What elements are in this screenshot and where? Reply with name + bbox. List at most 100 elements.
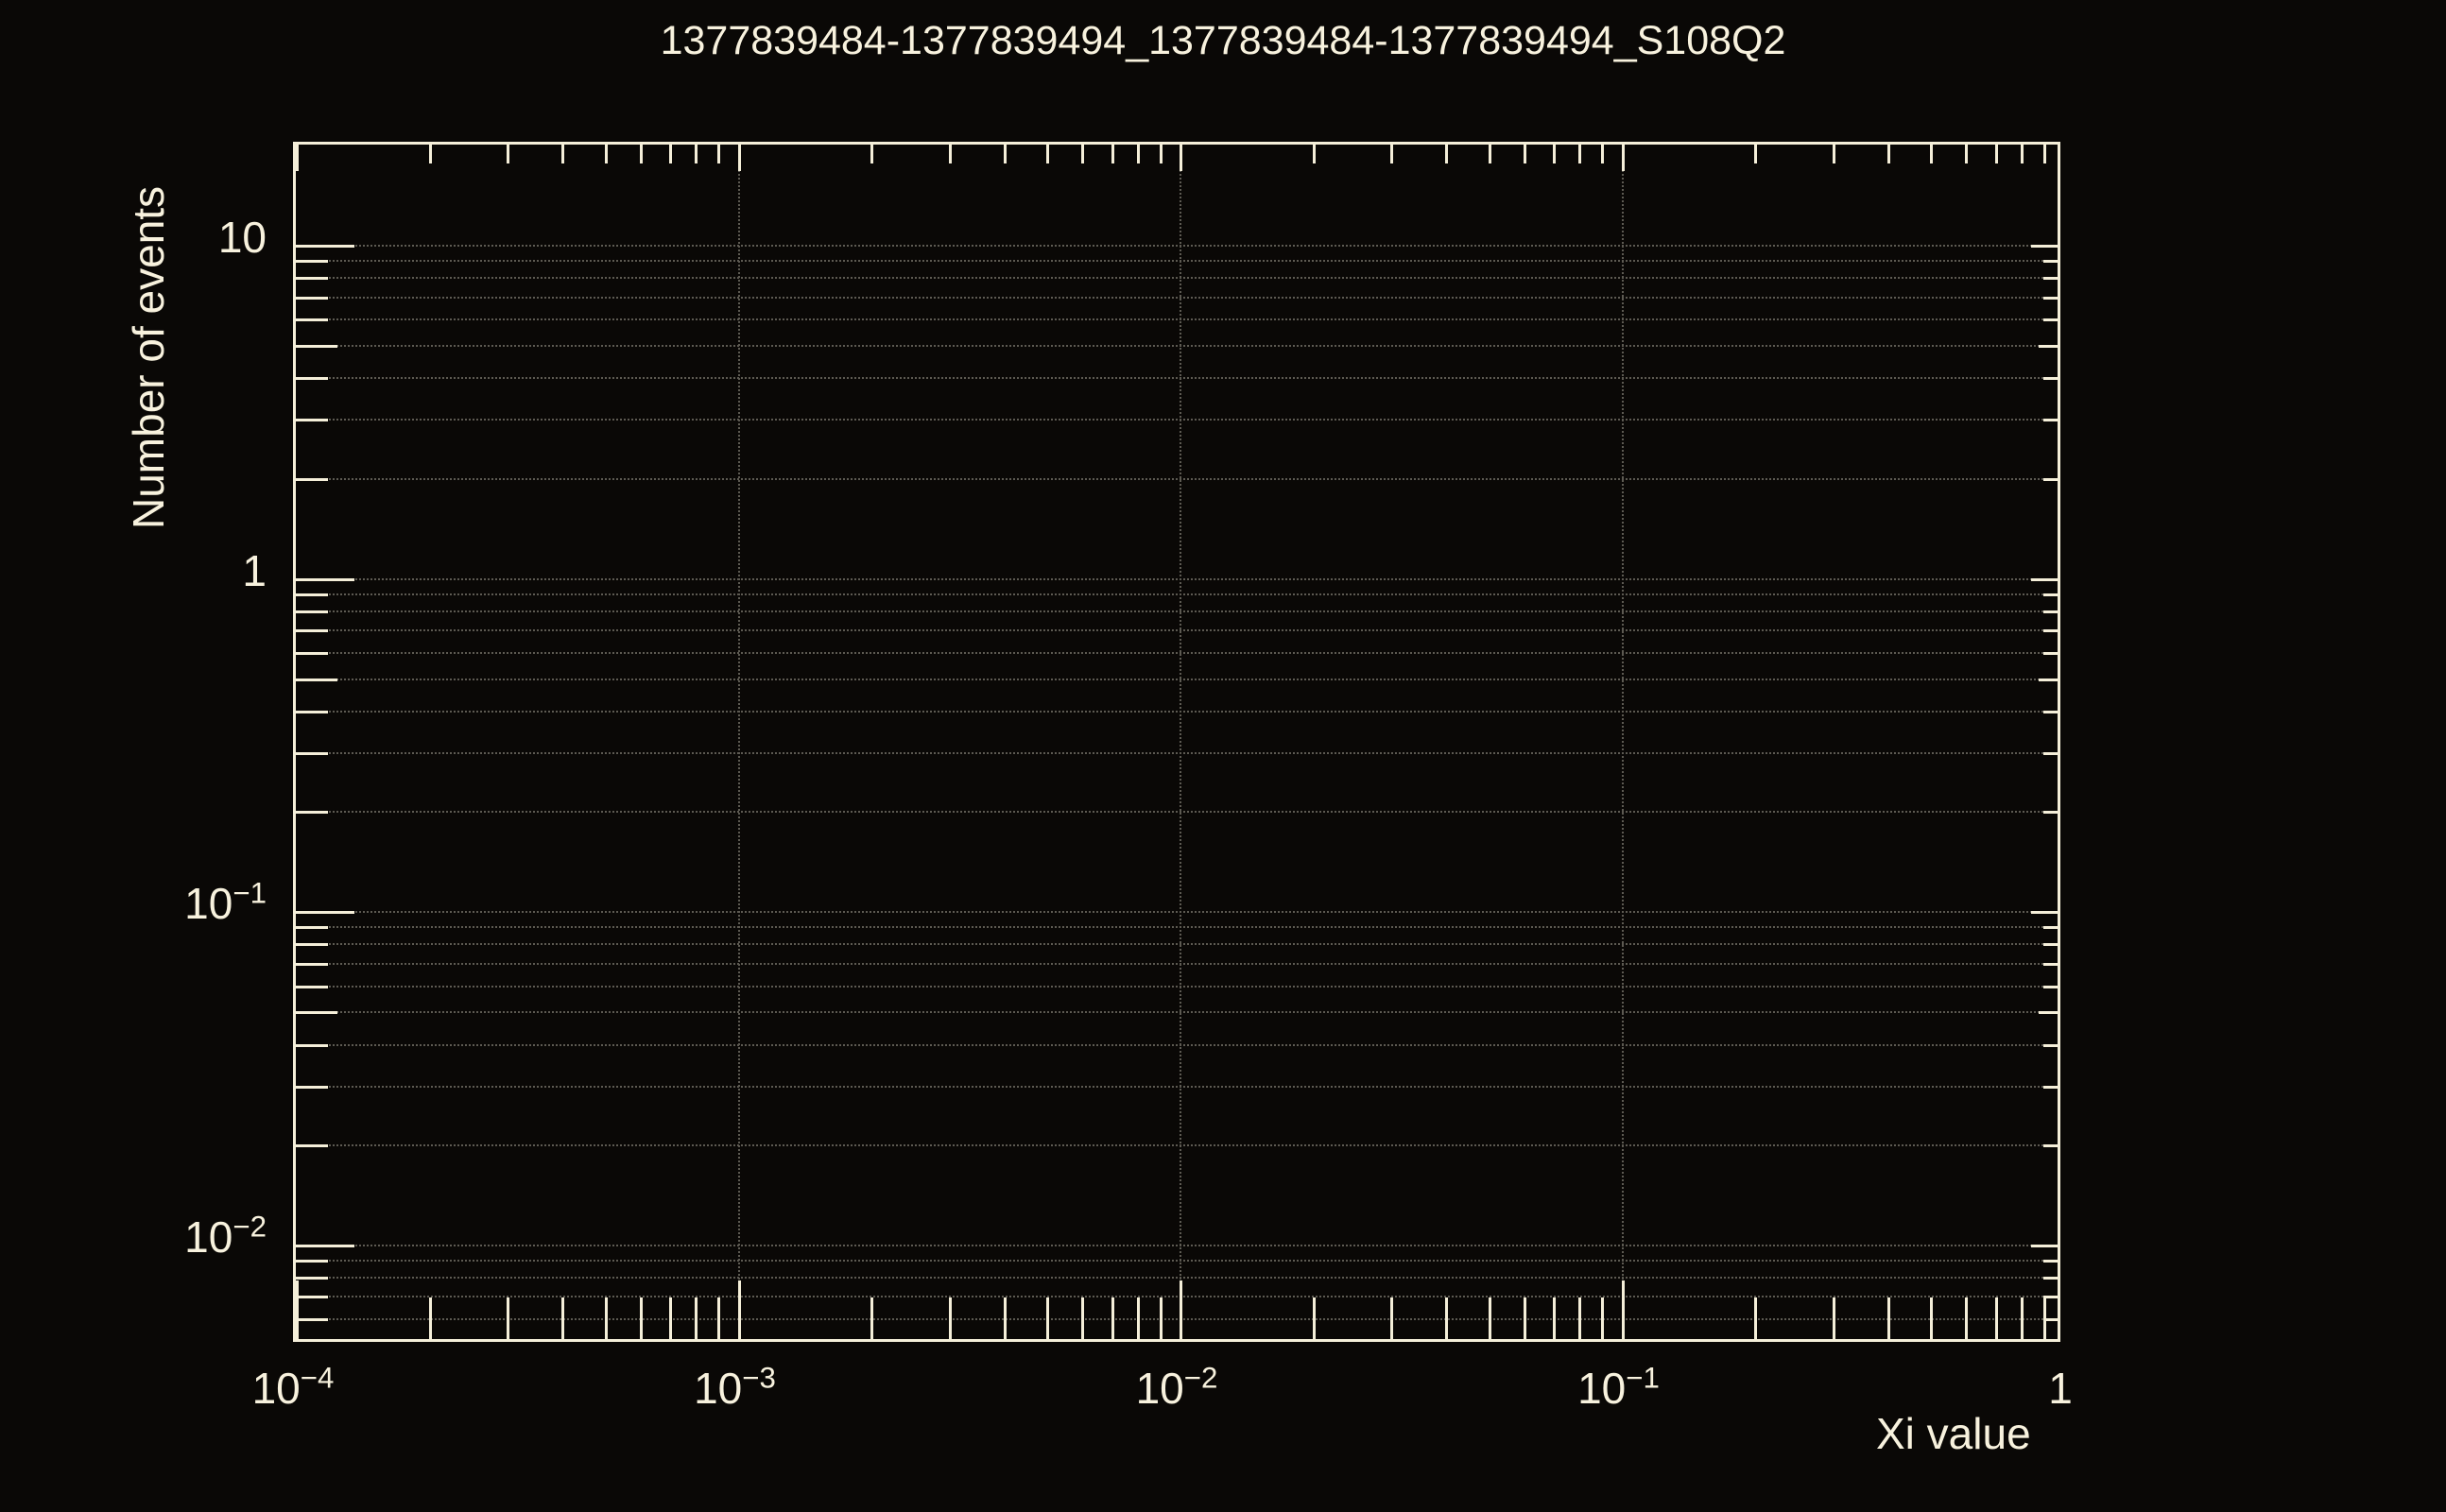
y-tick-right [2039, 678, 2058, 681]
x-tick-top [1136, 145, 1140, 163]
y-tick-right [2043, 277, 2058, 281]
y-gridline [296, 419, 2058, 421]
y-tick [296, 962, 328, 966]
x-tick-top [639, 145, 643, 163]
y-tick [296, 1244, 354, 1247]
x-tick [1930, 1297, 1934, 1339]
x-tick-top [1621, 145, 1625, 171]
y-tick [296, 1143, 328, 1147]
x-tick-label: 1 [2048, 1364, 2073, 1413]
y-tick [296, 1011, 337, 1015]
y-tick-right [2039, 1011, 2058, 1015]
y-tick-right [2043, 318, 2058, 322]
x-tick-top [1003, 145, 1007, 163]
x-tick [1390, 1297, 1394, 1339]
x-tick-top [1111, 145, 1114, 163]
x-tick-top [1445, 145, 1449, 163]
x-tick-top [717, 145, 721, 163]
y-tick [296, 1085, 328, 1089]
y-tick [296, 651, 328, 655]
x-tick-top [1601, 145, 1605, 163]
y-tick-right [2043, 811, 2058, 815]
y-gridline [296, 1085, 2058, 1088]
x-tick-top [1046, 145, 1050, 163]
x-tick-top [695, 145, 698, 163]
x-tick [507, 1297, 510, 1339]
x-tick [1754, 1297, 1758, 1339]
x-tick [1312, 1297, 1316, 1339]
y-tick-right [2043, 1143, 2058, 1147]
x-tick [1081, 1297, 1085, 1339]
y-gridline [296, 1318, 2058, 1321]
x-tick [1965, 1297, 1969, 1339]
y-tick-right [2043, 962, 2058, 966]
y-gridline [296, 962, 2058, 965]
x-tick-top [1488, 145, 1491, 163]
y-gridline [296, 260, 2058, 263]
y-tick-right [2039, 345, 2058, 349]
x-tick [1159, 1297, 1163, 1339]
x-tick-top [1180, 145, 1182, 171]
x-gridline [1180, 145, 1181, 1339]
y-tick-right [2043, 943, 2058, 947]
x-tick [1445, 1297, 1449, 1339]
plot-area [296, 145, 2058, 1339]
y-gridline [296, 711, 2058, 713]
x-tick [1180, 1280, 1182, 1339]
y-tick [296, 245, 354, 249]
y-tick [296, 711, 328, 714]
x-tick [561, 1297, 565, 1339]
y-tick [296, 419, 328, 422]
x-tick-top [948, 145, 952, 163]
y-gridline [296, 1043, 2058, 1046]
x-tick-top [1159, 145, 1163, 163]
y-tick [296, 377, 328, 381]
y-tick-right [2043, 711, 2058, 714]
y-tick-right [2043, 1085, 2058, 1089]
x-tick-top [1994, 145, 1998, 163]
x-tick [1111, 1297, 1114, 1339]
y-tick [296, 477, 328, 481]
x-tick-top [870, 145, 874, 163]
x-gridline [1621, 145, 1624, 1339]
x-tick [717, 1297, 721, 1339]
y-tick-right [2043, 1277, 2058, 1280]
y-gridline [296, 911, 2058, 914]
y-tick [296, 678, 337, 681]
y-tick-right [2031, 1244, 2058, 1247]
chart-title: 1377839484-1377839494_1377839484-1377839… [660, 18, 1786, 63]
x-tick-top [604, 145, 608, 163]
x-axis-title: Xi value [1876, 1409, 2031, 1458]
y-tick [296, 752, 328, 756]
y-tick [296, 345, 337, 349]
y-gridline [296, 1277, 2058, 1280]
y-tick [296, 610, 328, 613]
y-tick-right [2031, 911, 2058, 915]
y-tick-right [2043, 260, 2058, 264]
x-tick [428, 1297, 432, 1339]
y-tick [296, 926, 328, 930]
x-tick-top [507, 145, 510, 163]
x-tick-top [1930, 145, 1934, 163]
x-tick [639, 1297, 643, 1339]
y-tick-right [2043, 377, 2058, 381]
y-tick-right [2043, 629, 2058, 633]
y-gridline [296, 1011, 2058, 1014]
x-tick [948, 1297, 952, 1339]
y-tick-right [2043, 1318, 2058, 1322]
y-tick [296, 277, 328, 281]
x-tick [737, 1280, 741, 1339]
y-tick-right [2043, 419, 2058, 422]
x-tick-label: 10−3 [694, 1361, 776, 1413]
y-tick-label: 10−2 [184, 1210, 267, 1262]
y-tick-right [2043, 296, 2058, 300]
y-tick-right [2031, 577, 2058, 581]
x-tick [1621, 1280, 1625, 1339]
x-tick [1046, 1297, 1050, 1339]
y-tick-label: 10−1 [184, 876, 267, 929]
y-tick [296, 1259, 328, 1263]
x-tick-top [2042, 145, 2046, 163]
y-tick [296, 629, 328, 633]
plot-frame [293, 142, 2060, 1342]
